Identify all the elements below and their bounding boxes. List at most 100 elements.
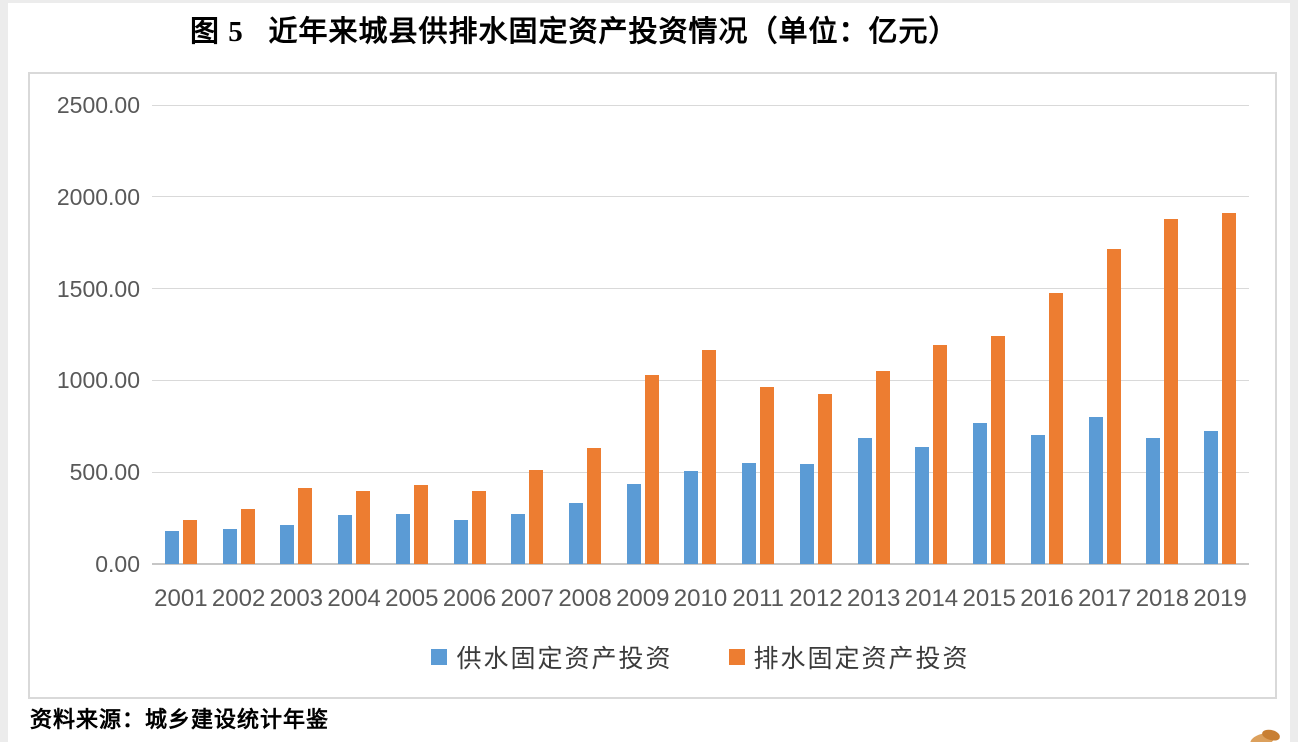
page-edge-right bbox=[1290, 0, 1298, 742]
bar-group-2009 bbox=[614, 105, 672, 564]
y-tick-label: 0.00 bbox=[95, 551, 140, 577]
plot-area: 0.00 500.00 1000.00 1500.00 2000.00 2500.00 20… bbox=[57, 92, 1249, 612]
bar-water-supply-2001 bbox=[164, 530, 179, 564]
page-edge-top bbox=[0, 0, 1298, 3]
chart-container: 0.00 500.00 1000.00 1500.00 2000.00 2500.00 20… bbox=[28, 72, 1277, 699]
bar-water-supply-2015 bbox=[973, 423, 988, 564]
bar-drainage-2012 bbox=[817, 393, 832, 564]
bar-water-supply-2004 bbox=[338, 515, 353, 564]
bar-group-2017 bbox=[1076, 105, 1134, 564]
bar-group-2018 bbox=[1134, 105, 1192, 564]
bar-drainage-2019 bbox=[1222, 213, 1237, 564]
gridline bbox=[152, 471, 1249, 473]
bar-drainage-2002 bbox=[240, 509, 255, 564]
x-tick-label-2012: 2012 bbox=[789, 585, 843, 612]
bar-water-supply-2006 bbox=[453, 519, 468, 564]
legend: 供水固定资产投资 排水固定资产投资 bbox=[152, 639, 1249, 675]
x-tick-label-2010: 2010 bbox=[673, 585, 728, 612]
bar-drainage-2014 bbox=[933, 345, 948, 564]
bar-group-2019 bbox=[1191, 105, 1249, 564]
bar-water-supply-2012 bbox=[799, 464, 814, 564]
bar-water-supply-2010 bbox=[684, 471, 699, 564]
bar-group-2005 bbox=[383, 105, 441, 564]
bar-water-supply-2002 bbox=[222, 529, 237, 564]
bar-group-2015 bbox=[960, 105, 1018, 564]
bar-water-supply-2003 bbox=[280, 524, 295, 564]
x-tick-label-2013: 2013 bbox=[847, 585, 901, 612]
x-tick-label-2009: 2009 bbox=[616, 585, 670, 612]
legend-swatch-icon bbox=[728, 649, 745, 665]
gridline bbox=[152, 104, 1249, 106]
bar-drainage-2006 bbox=[471, 490, 486, 564]
x-tick-label-2001: 2001 bbox=[154, 585, 208, 612]
bar-water-supply-2008 bbox=[569, 502, 584, 564]
bar-drainage-2009 bbox=[644, 374, 659, 564]
bar-drainage-2011 bbox=[760, 386, 775, 564]
bar-water-supply-2019 bbox=[1204, 431, 1219, 564]
x-tick-label-2017: 2017 bbox=[1077, 585, 1132, 612]
y-tick-label: 1500.00 bbox=[56, 275, 140, 302]
x-tick-label-2016: 2016 bbox=[1020, 585, 1074, 612]
bar-drainage-2003 bbox=[298, 488, 313, 564]
legend-entry-drainage: 排水固定资产投资 bbox=[728, 639, 970, 675]
bar-drainage-2016 bbox=[1048, 293, 1063, 564]
bar-water-supply-2018 bbox=[1146, 438, 1161, 564]
gridline bbox=[152, 288, 1249, 290]
page-edge-left bbox=[0, 0, 8, 742]
bar-group-2008 bbox=[556, 105, 614, 564]
bar-group-2004 bbox=[325, 105, 383, 564]
bar-drainage-2010 bbox=[702, 350, 717, 564]
bar-drainage-2017 bbox=[1106, 249, 1121, 564]
x-tick-label-2014: 2014 bbox=[904, 585, 959, 612]
source-note: 资料来源：城乡建设统计年鉴 bbox=[30, 707, 330, 732]
bar-drainage-2015 bbox=[991, 335, 1006, 564]
legend-swatch-icon bbox=[431, 649, 448, 665]
bar-drainage-2008 bbox=[587, 448, 602, 564]
bar-water-supply-2005 bbox=[395, 513, 410, 564]
x-tick-label-2003: 2003 bbox=[269, 585, 324, 612]
chart-title: 图 5 近年来城县供排水固定资产投资情况（单位：亿元） bbox=[190, 16, 959, 48]
y-tick-label: 2000.00 bbox=[56, 183, 140, 210]
bar-drainage-2013 bbox=[875, 371, 890, 564]
x-axis-line bbox=[152, 563, 1249, 565]
bar-water-supply-2009 bbox=[626, 484, 641, 564]
x-tick-label-2004: 2004 bbox=[327, 585, 381, 612]
decorative-orange-shape bbox=[1248, 728, 1284, 742]
y-tick-label: 500.00 bbox=[69, 459, 140, 486]
y-tick-label: 1000.00 bbox=[56, 367, 140, 394]
x-tick-label-2008: 2008 bbox=[558, 585, 612, 612]
bar-group-2013 bbox=[845, 105, 903, 564]
x-tick-label-2007: 2007 bbox=[500, 585, 554, 612]
bar-water-supply-2017 bbox=[1088, 417, 1103, 564]
bar-drainage-2005 bbox=[413, 485, 428, 564]
legend-entry-water-supply: 供水固定资产投资 bbox=[431, 639, 672, 675]
y-tick-label: 2500.00 bbox=[56, 92, 140, 118]
gridline bbox=[152, 379, 1249, 381]
bar-water-supply-2016 bbox=[1030, 435, 1045, 564]
bar-group-2007 bbox=[498, 105, 556, 564]
bar-group-2011 bbox=[729, 105, 787, 564]
x-tick-label-2005: 2005 bbox=[385, 585, 439, 612]
bar-water-supply-2014 bbox=[915, 447, 930, 564]
legend-label: 排水固定资产投资 bbox=[753, 646, 970, 673]
bar-drainage-2018 bbox=[1164, 218, 1179, 564]
x-tick-label-2015: 2015 bbox=[962, 585, 1016, 612]
x-tick-label-2018: 2018 bbox=[1135, 585, 1190, 612]
bar-drainage-2001 bbox=[182, 520, 197, 564]
bar-water-supply-2007 bbox=[511, 513, 526, 564]
legend-label: 供水固定资产投资 bbox=[456, 646, 673, 673]
bar-group-2012 bbox=[787, 105, 845, 564]
gridline bbox=[152, 196, 1249, 198]
bar-water-supply-2011 bbox=[742, 463, 757, 564]
bar-water-supply-2013 bbox=[857, 437, 872, 564]
bar-group-2010 bbox=[672, 105, 730, 564]
bar-drainage-2004 bbox=[356, 490, 371, 564]
bar-group-2006 bbox=[441, 105, 499, 564]
x-tick-label-2002: 2002 bbox=[211, 585, 266, 612]
bar-group-2003 bbox=[267, 105, 325, 564]
bar-group-2001 bbox=[152, 105, 210, 564]
bar-group-2016 bbox=[1018, 105, 1076, 564]
bar-drainage-2007 bbox=[529, 470, 544, 564]
bar-group-2014 bbox=[903, 105, 961, 564]
